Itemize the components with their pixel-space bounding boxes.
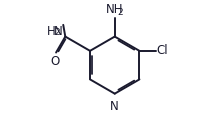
Text: H: H (46, 25, 55, 38)
Text: 2: 2 (54, 28, 59, 37)
Text: N: N (110, 100, 119, 113)
Text: N: N (54, 25, 62, 38)
Text: NH: NH (105, 3, 123, 16)
Text: O: O (51, 55, 60, 68)
Text: Cl: Cl (157, 44, 168, 57)
Text: 2: 2 (117, 8, 123, 17)
